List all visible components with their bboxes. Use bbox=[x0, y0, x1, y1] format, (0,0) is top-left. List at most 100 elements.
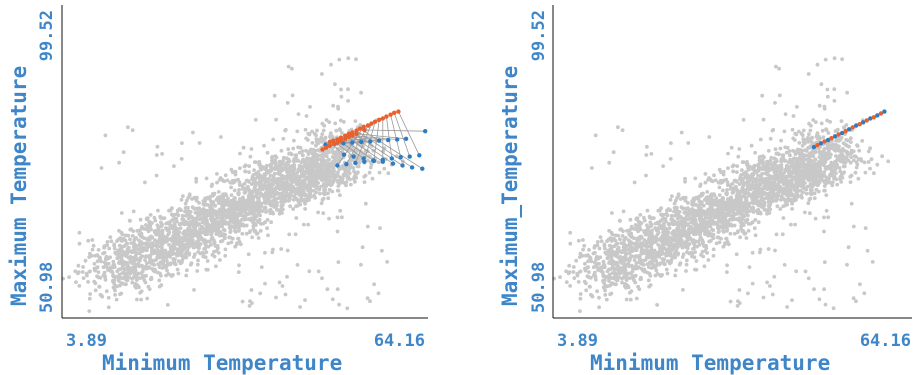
right-background-point bbox=[586, 274, 590, 279]
right-background-point bbox=[586, 265, 590, 270]
link-line bbox=[348, 136, 389, 141]
left-background-point bbox=[211, 226, 216, 230]
moved-point bbox=[377, 117, 382, 123]
left-background-point bbox=[268, 182, 273, 187]
left-background-point bbox=[380, 248, 384, 253]
left-background-point bbox=[326, 196, 331, 201]
left-background-point bbox=[252, 187, 257, 191]
original-point bbox=[344, 162, 349, 167]
right-background-point bbox=[857, 148, 862, 153]
right-background-point bbox=[601, 259, 606, 264]
right-background-point bbox=[599, 239, 604, 244]
right-background-point bbox=[799, 193, 804, 198]
left-background-point bbox=[202, 239, 207, 244]
right-background-point bbox=[834, 148, 838, 153]
right-background-point bbox=[607, 267, 611, 272]
right-background-point bbox=[619, 259, 623, 264]
left-background-point bbox=[288, 151, 293, 156]
left-background-point bbox=[222, 201, 227, 206]
left-background-point bbox=[183, 201, 188, 206]
left-background-point bbox=[304, 175, 309, 180]
right-background-point bbox=[609, 230, 614, 235]
left-background-point bbox=[281, 136, 286, 141]
right-background-point bbox=[731, 163, 736, 168]
right-background-point bbox=[738, 199, 743, 204]
right-background-point bbox=[762, 155, 766, 160]
left-background-point bbox=[154, 153, 159, 157]
right-background-point bbox=[875, 162, 880, 167]
moved-point bbox=[354, 128, 359, 133]
right-background-point bbox=[581, 247, 585, 252]
moved-point bbox=[346, 131, 351, 136]
right-background-point bbox=[774, 159, 779, 164]
left-background-point bbox=[197, 201, 202, 205]
left-background-point bbox=[357, 160, 362, 165]
right-background-point bbox=[869, 157, 874, 162]
left-background-point bbox=[88, 251, 92, 256]
left-background-point bbox=[321, 175, 326, 180]
right-background-point bbox=[587, 270, 591, 274]
left-background-point bbox=[170, 225, 175, 229]
left-background-point bbox=[210, 182, 215, 187]
left-background-point bbox=[104, 254, 109, 259]
left-background-point bbox=[172, 221, 177, 226]
right-background-point bbox=[807, 169, 811, 174]
left-background-point bbox=[176, 213, 181, 218]
left-background-point bbox=[243, 205, 247, 209]
right-background-point bbox=[668, 197, 673, 202]
left-background-point bbox=[254, 232, 259, 236]
left-background-point bbox=[318, 191, 322, 196]
left-background-point bbox=[130, 234, 135, 238]
original-point bbox=[403, 136, 409, 141]
right-background-point bbox=[715, 235, 720, 240]
left-background-point bbox=[156, 208, 160, 213]
right-background-point bbox=[621, 275, 626, 279]
right-background-point bbox=[564, 280, 569, 284]
right-background-point bbox=[607, 260, 612, 265]
left-background-point bbox=[259, 209, 263, 213]
left-background-point bbox=[241, 186, 245, 191]
left-background-point bbox=[303, 160, 308, 165]
left-background-point bbox=[256, 181, 260, 186]
right-background-point bbox=[654, 258, 659, 263]
left-background-point bbox=[172, 164, 176, 169]
left-background-point bbox=[218, 200, 223, 204]
original-point bbox=[380, 157, 385, 162]
left-background-point bbox=[228, 226, 233, 231]
left-background-point bbox=[314, 143, 318, 148]
left-background-point bbox=[74, 280, 78, 284]
left-background-point bbox=[167, 208, 171, 213]
left-background-point bbox=[295, 263, 300, 267]
left-background-point bbox=[153, 238, 157, 243]
left-background-point bbox=[238, 151, 242, 156]
left-background-point bbox=[145, 296, 150, 301]
left-background-point bbox=[271, 178, 276, 182]
left-background-point bbox=[77, 241, 82, 246]
left-background-point bbox=[335, 287, 340, 292]
left-background-point bbox=[126, 125, 130, 130]
right-background-point bbox=[856, 176, 861, 181]
left-background-point bbox=[247, 304, 252, 308]
left-background-point bbox=[235, 218, 240, 223]
left-background-point bbox=[224, 221, 229, 226]
left-background-point bbox=[346, 56, 351, 61]
left-background-point bbox=[337, 153, 342, 158]
left-background-point bbox=[209, 232, 214, 237]
left-background-point bbox=[194, 176, 199, 181]
right-background-point bbox=[787, 149, 792, 154]
moved-point bbox=[369, 121, 374, 126]
right-background-point bbox=[598, 269, 603, 273]
left-background-point bbox=[314, 158, 318, 163]
left-background-point bbox=[270, 250, 275, 255]
left-background-point bbox=[263, 250, 267, 255]
left-background-point bbox=[288, 204, 292, 209]
left-background-point bbox=[240, 217, 244, 222]
moved-point bbox=[365, 123, 371, 128]
link-line bbox=[340, 137, 374, 161]
left-background-point bbox=[190, 219, 195, 224]
left-background-point bbox=[264, 165, 269, 170]
left-background-point bbox=[302, 179, 307, 184]
left-background-point bbox=[145, 266, 150, 270]
right-background-point bbox=[835, 182, 840, 187]
moved-point bbox=[338, 135, 344, 140]
